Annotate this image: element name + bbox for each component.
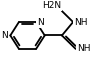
Text: NH: NH (74, 18, 88, 27)
Text: NH: NH (77, 44, 90, 53)
Text: H2N: H2N (42, 1, 61, 10)
Text: N: N (37, 18, 44, 27)
Text: N: N (1, 31, 8, 40)
